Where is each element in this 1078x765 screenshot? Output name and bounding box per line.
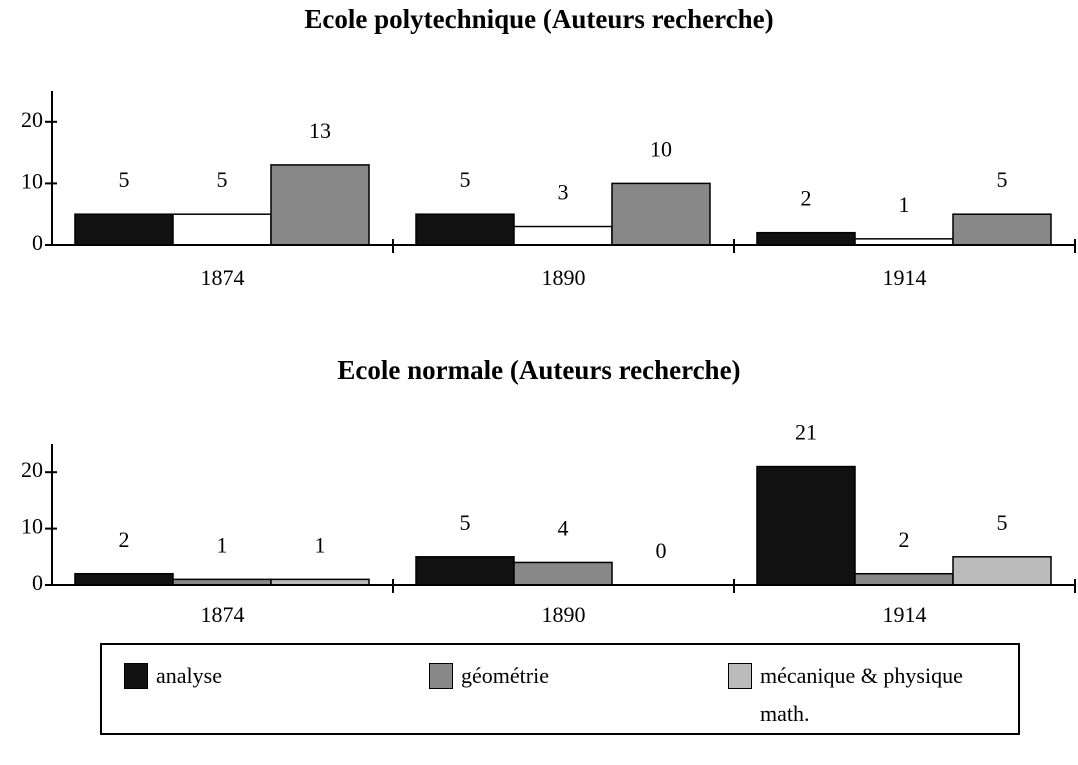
legend-swatch — [728, 663, 752, 689]
value-label: 5 — [997, 167, 1008, 192]
value-label: 5 — [119, 167, 130, 192]
charts: Ecole polytechnique (Auteurs recherche) 0… — [21, 4, 1076, 627]
value-label: 13 — [309, 118, 331, 143]
bar — [415, 213, 515, 246]
bar — [952, 556, 1052, 586]
bar — [756, 231, 856, 246]
value-label: 2 — [899, 527, 910, 552]
y-tick-label: 20 — [21, 457, 43, 482]
legend-label: mécanique & physique math. — [760, 663, 963, 726]
bar — [513, 225, 613, 246]
x-tick-label: 1890 — [542, 265, 586, 290]
x-tick-label: 1914 — [883, 602, 927, 627]
bar — [756, 465, 856, 586]
value-label: 3 — [558, 180, 569, 205]
value-label: 5 — [997, 510, 1008, 535]
x-tick-label: 1890 — [542, 602, 586, 627]
value-label: 0 — [656, 538, 667, 563]
value-label: 5 — [460, 510, 471, 535]
y-tick-label: 10 — [21, 514, 43, 539]
value-label: 1 — [217, 532, 228, 557]
chart-title: Ecole polytechnique (Auteurs recherche) — [304, 4, 773, 34]
legend-swatch — [429, 663, 453, 689]
value-label: 21 — [795, 420, 817, 445]
bar — [172, 213, 272, 246]
y-tick-label: 0 — [32, 570, 43, 595]
value-label: 4 — [558, 515, 569, 540]
value-label: 10 — [650, 136, 672, 161]
value-label: 1 — [899, 192, 910, 217]
bar — [270, 164, 370, 246]
bar — [74, 572, 174, 586]
y-tick-label: 20 — [21, 107, 43, 132]
legend-label: géométrie — [461, 663, 549, 688]
bar — [611, 182, 711, 246]
y-tick-label: 0 — [32, 230, 43, 255]
legend-item: géométrie — [429, 663, 661, 695]
legend-swatch — [124, 663, 148, 689]
bar — [513, 561, 613, 586]
x-tick-label: 1914 — [883, 265, 927, 290]
y-tick-label: 10 — [21, 168, 43, 193]
value-label: 5 — [460, 167, 471, 192]
x-tick-label: 1874 — [201, 265, 245, 290]
legend-item: mécanique & physique math. — [728, 663, 1010, 733]
value-label: 5 — [217, 167, 228, 192]
value-label: 1 — [315, 532, 326, 557]
bar — [415, 556, 515, 586]
bar — [952, 213, 1052, 246]
legend: analyse géométrie mécanique & physique mat… — [100, 643, 1020, 735]
value-label: 2 — [801, 186, 812, 211]
chart-title: Ecole normale (Auteurs recherche) — [337, 355, 740, 385]
x-tick-label: 1874 — [201, 602, 245, 627]
bar — [854, 572, 954, 586]
bar — [74, 213, 174, 246]
legend-item: analyse — [124, 663, 356, 695]
legend-label: analyse — [156, 663, 222, 688]
value-label: 2 — [119, 527, 130, 552]
